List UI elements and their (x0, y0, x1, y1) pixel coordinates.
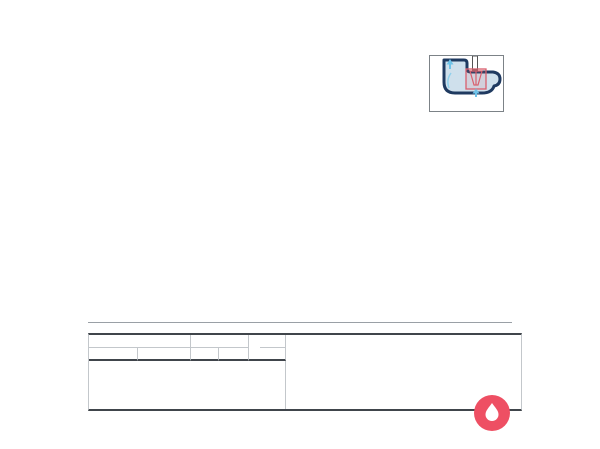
q-unit-lmin (260, 348, 285, 360)
technical-data-table (88, 333, 522, 411)
q-symbol (249, 335, 260, 359)
col-header-three-phase (138, 348, 191, 361)
impeller-channels (469, 70, 483, 86)
shop-watermark (470, 392, 600, 442)
h-header-cell (249, 361, 286, 409)
col-header-single-phase (89, 348, 138, 361)
droplet-logo-icon (474, 395, 510, 431)
col-group-type (89, 335, 191, 348)
q-header-cell (249, 335, 286, 361)
flow-arrow-curved (447, 72, 452, 89)
flow-arrow-in-head (472, 88, 480, 94)
col-group-power (191, 335, 249, 348)
section-divider (88, 322, 512, 323)
impeller-inset (429, 55, 504, 112)
pump-shaft (472, 55, 478, 71)
flow-arrow-out-head (446, 59, 454, 65)
col-header-kw (191, 348, 219, 361)
q-unit-m3h (260, 335, 285, 348)
pump-curve-chart (0, 0, 600, 332)
impeller-diagram (442, 55, 502, 97)
col-header-hp (219, 348, 249, 361)
